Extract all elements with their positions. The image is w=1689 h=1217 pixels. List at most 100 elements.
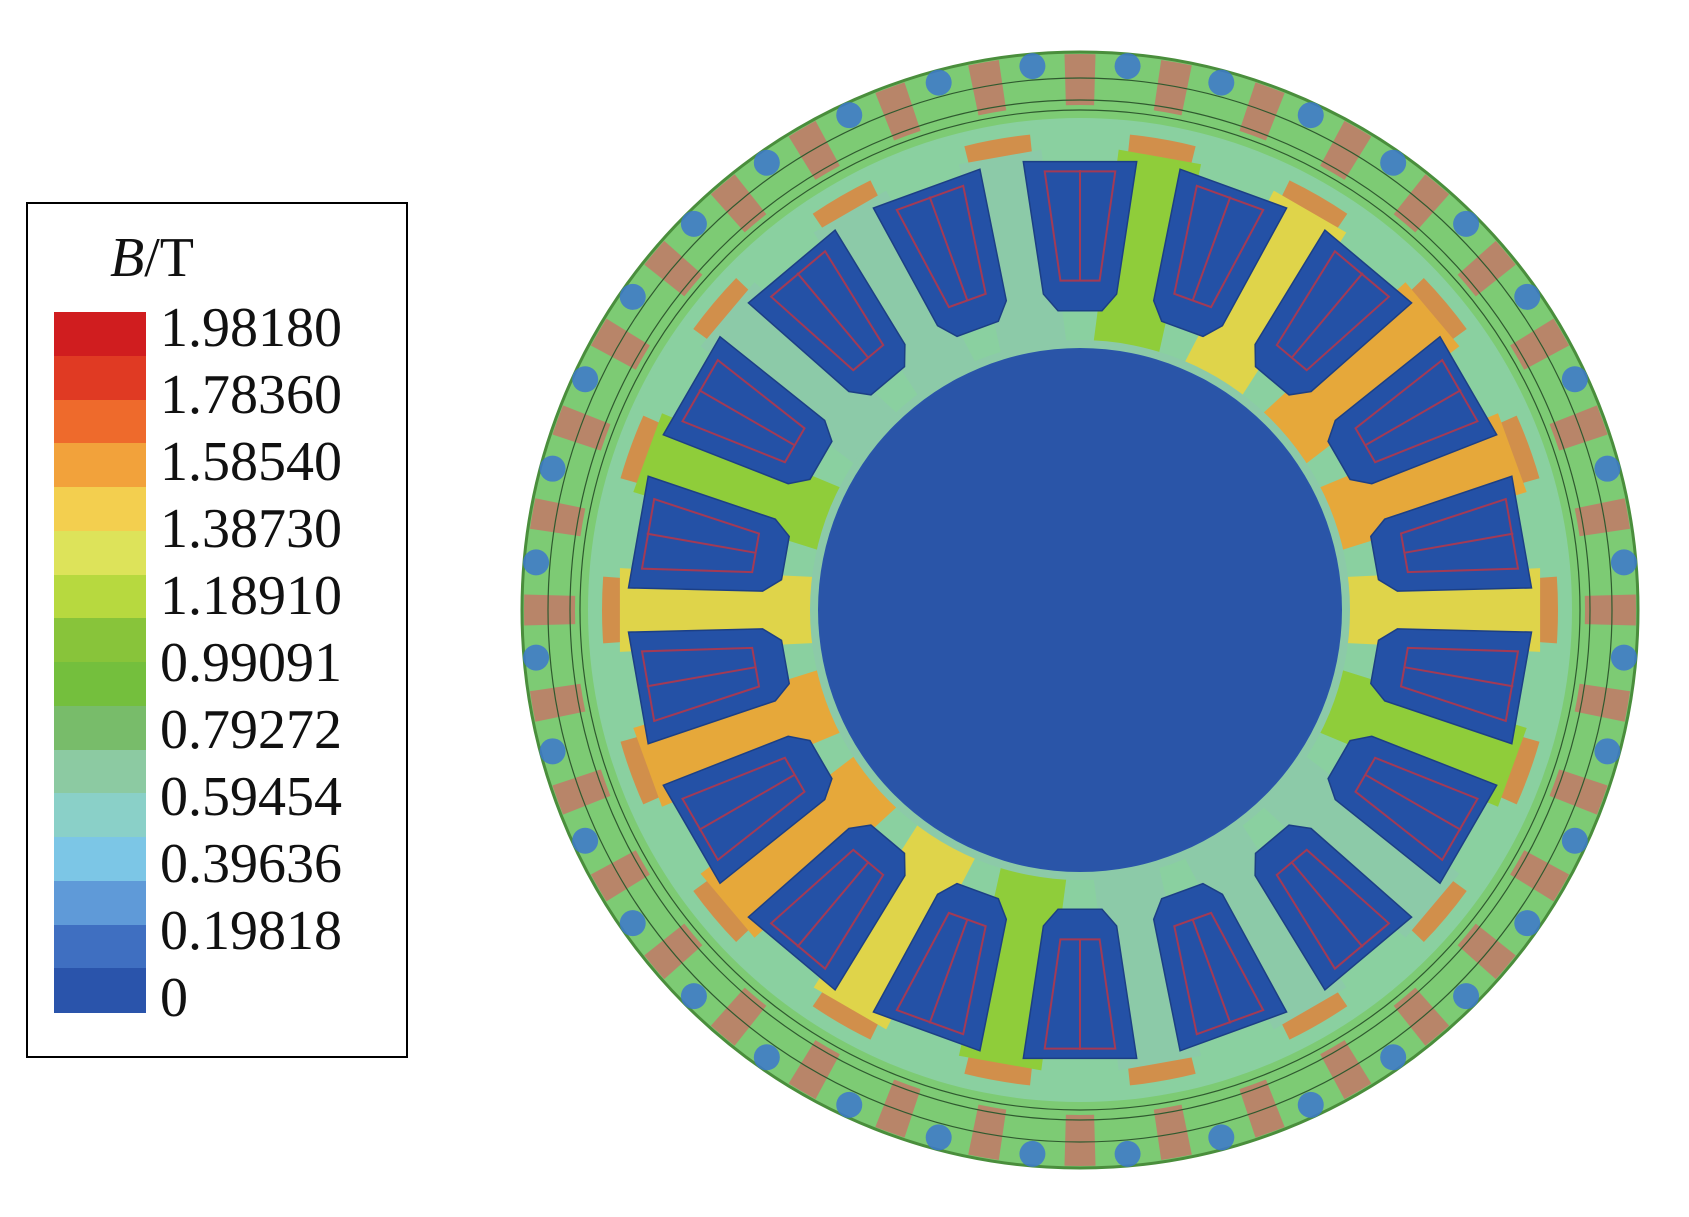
stator-slot bbox=[1152, 882, 1288, 1052]
rotor-bridge bbox=[710, 987, 767, 1046]
legend-tick-label: 1.58540 bbox=[160, 431, 342, 493]
rotor-bridge bbox=[1320, 1040, 1372, 1100]
outer-flux-spot bbox=[1514, 910, 1541, 937]
legend-tick-label: 0.99091 bbox=[160, 632, 342, 694]
legend-swatch bbox=[54, 618, 146, 663]
rotor-bridge bbox=[1549, 405, 1608, 451]
outer-flux-spot bbox=[680, 983, 707, 1010]
stator-slot bbox=[872, 882, 1008, 1052]
rotor-bridge bbox=[875, 82, 921, 141]
outer-flux-spot bbox=[1594, 455, 1621, 482]
legend-swatch bbox=[54, 662, 146, 707]
winding-coil bbox=[895, 911, 987, 1036]
outer-flux-spot bbox=[680, 210, 707, 237]
rotor-bridge bbox=[1510, 850, 1570, 902]
winding-coil bbox=[640, 497, 761, 574]
rotor-bridge bbox=[552, 769, 611, 815]
legend-symbol: B bbox=[110, 227, 145, 289]
outer-flux-spot bbox=[1453, 210, 1480, 237]
rotor-bridge bbox=[1153, 1104, 1192, 1161]
legend-tick-label: 0.79272 bbox=[160, 699, 342, 761]
legend-swatch bbox=[54, 968, 146, 1013]
yoke-hotspot bbox=[1403, 277, 1467, 346]
winding-coil bbox=[1399, 497, 1520, 574]
legend-tick-label: 0.19818 bbox=[160, 900, 342, 962]
legend-color-bar bbox=[54, 312, 146, 1013]
rotor-bridge bbox=[1320, 120, 1372, 180]
rotor-bridge bbox=[968, 59, 1007, 116]
legend-swatch bbox=[54, 880, 146, 926]
ring-guide-line bbox=[547, 77, 1613, 1143]
winding-coil bbox=[769, 249, 885, 372]
outer-flux-spot bbox=[619, 283, 646, 310]
winding-coil bbox=[1043, 170, 1117, 282]
winding-divider bbox=[1291, 272, 1364, 358]
stator-slot bbox=[662, 335, 833, 485]
legend-swatch bbox=[54, 793, 146, 838]
outer-flux-spot bbox=[836, 102, 863, 129]
legend-tick-label: 0.39636 bbox=[160, 833, 342, 895]
legend-swatch bbox=[54, 705, 146, 751]
rotor-bridge bbox=[644, 923, 703, 980]
winding-divider bbox=[1365, 774, 1462, 831]
winding-divider bbox=[796, 272, 869, 358]
rotor-bridge bbox=[710, 174, 767, 233]
winding-coil bbox=[1173, 184, 1265, 309]
motor-flux-density-plot bbox=[520, 50, 1640, 1170]
stator-slot bbox=[627, 475, 790, 592]
rotor-bridge bbox=[1457, 923, 1516, 980]
rotor-bridge bbox=[1393, 174, 1450, 233]
outer-flux-spot bbox=[1208, 69, 1235, 96]
legend-tick-label: 0.59454 bbox=[160, 766, 342, 828]
outer-flux-spot bbox=[1453, 983, 1480, 1010]
winding-divider bbox=[1365, 389, 1462, 446]
winding-divider bbox=[698, 774, 795, 831]
outer-flux-spot bbox=[1208, 1124, 1235, 1151]
legend-swatch bbox=[54, 749, 146, 794]
outer-flux-spot bbox=[1594, 738, 1621, 765]
stator-tooth bbox=[1313, 413, 1527, 552]
outer-flux-spot bbox=[619, 910, 646, 937]
outer-flux-spot bbox=[523, 549, 550, 576]
outer-flux-spot bbox=[925, 1124, 952, 1151]
rotor-bridge bbox=[788, 120, 840, 180]
yoke-hotspot bbox=[693, 874, 757, 943]
stator-slot bbox=[1370, 628, 1533, 745]
stator-tooth bbox=[1258, 282, 1460, 469]
winding-coil bbox=[1354, 358, 1479, 464]
outer-flux-spot bbox=[572, 366, 599, 393]
winding-coil bbox=[640, 646, 761, 723]
winding-divider bbox=[928, 919, 969, 1024]
stator-slot bbox=[872, 168, 1008, 338]
winding-coil bbox=[1275, 848, 1391, 971]
rotor-bridge bbox=[875, 1079, 921, 1138]
stator-tooth bbox=[633, 413, 847, 552]
winding-coil bbox=[769, 848, 885, 971]
stator-slot bbox=[1370, 475, 1533, 592]
rotor-bridge bbox=[529, 683, 586, 722]
rotor-bridge bbox=[1510, 318, 1570, 370]
rotor-bridge bbox=[1584, 594, 1636, 626]
stator-tooth bbox=[1181, 818, 1347, 1030]
legend-tick-label: 1.78360 bbox=[160, 364, 342, 426]
outer-flux-spot bbox=[753, 1044, 780, 1071]
stator-tooth bbox=[813, 818, 979, 1030]
winding-divider bbox=[646, 666, 756, 688]
air-gap-line bbox=[579, 109, 1581, 1111]
legend-unit: /T bbox=[144, 227, 194, 289]
legend-swatch bbox=[54, 443, 146, 488]
outer-flux-spot bbox=[1610, 644, 1637, 671]
winding-coil bbox=[1354, 756, 1479, 862]
outer-flux-spot bbox=[753, 149, 780, 176]
winding-coil bbox=[1399, 646, 1520, 723]
outer-flux-spot bbox=[1019, 53, 1046, 80]
rotor-bridge bbox=[1574, 683, 1631, 722]
ring-guide-line bbox=[569, 99, 1591, 1121]
winding-coil bbox=[681, 756, 806, 862]
yoke-hotspot bbox=[693, 277, 757, 346]
legend-swatch bbox=[54, 312, 146, 357]
stator-tooth bbox=[633, 668, 847, 807]
stator-tooth bbox=[700, 751, 902, 938]
legend-swatch bbox=[54, 837, 146, 882]
stator-tooth bbox=[1181, 190, 1347, 402]
